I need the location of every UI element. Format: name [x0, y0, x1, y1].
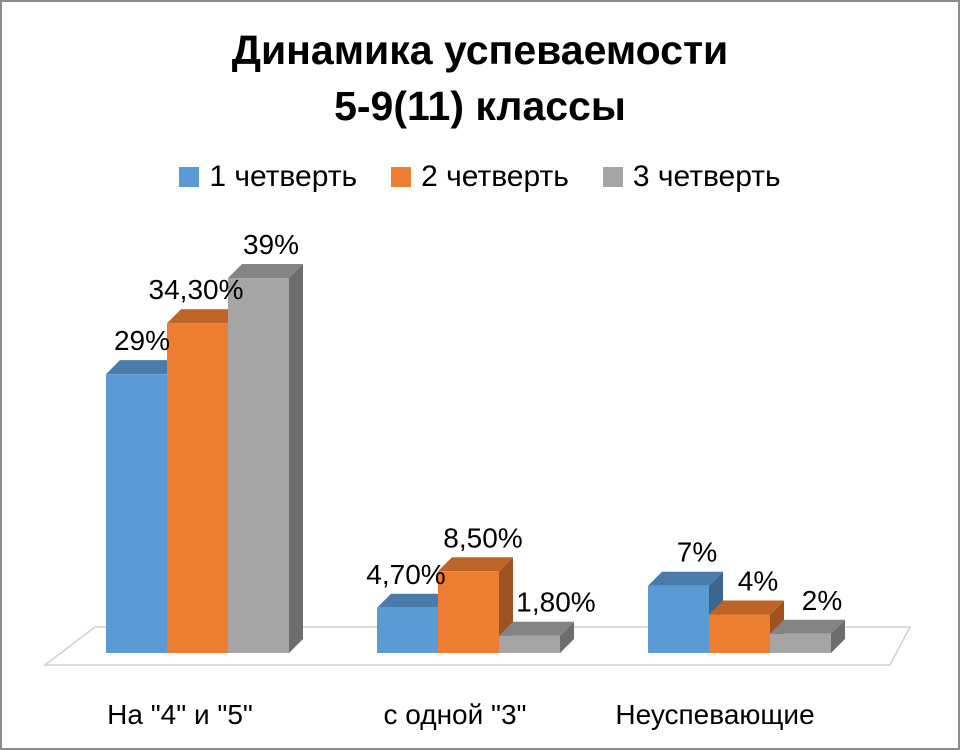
data-label-1-2: 34,30%	[149, 274, 244, 305]
bar-top	[438, 557, 513, 572]
bar-2-3	[499, 621, 574, 653]
legend-swatch-q2	[391, 167, 412, 187]
category-label-1: На "4" и "5"	[107, 699, 253, 730]
data-label-2-1: 4,70%	[366, 559, 445, 590]
legend-swatch-q1	[179, 167, 200, 187]
bar-top	[648, 571, 723, 586]
bar-side	[289, 264, 303, 653]
bar-side	[831, 619, 845, 653]
bar-3-3	[770, 619, 845, 653]
data-label-2-3: 1,80%	[516, 587, 595, 618]
chart-title: Динамика успеваемости	[231, 27, 729, 73]
chart-legend: 1 четверть 2 четверть 3 четверть	[0, 160, 960, 194]
category-label-3: Неуспевающие	[615, 699, 814, 730]
bar-1-3	[228, 264, 303, 653]
data-label-1-3: 39%	[243, 229, 299, 260]
bar-front	[648, 585, 709, 653]
bar-side	[560, 621, 574, 653]
data-label-2-2: 8,50%	[443, 522, 522, 553]
bar-1-1	[106, 360, 181, 653]
legend-label-q2: 2 четверть	[421, 160, 569, 193]
legend-item-q3: 3 четверть	[602, 160, 781, 194]
bar-top	[709, 600, 784, 615]
bar-front	[770, 633, 831, 653]
bar-front	[167, 323, 228, 653]
category-labels-group: На "4" и "5" с одной "3" Неуспевающие	[107, 699, 814, 730]
bar-top	[377, 593, 452, 608]
bar-front	[106, 374, 167, 653]
bar-top	[167, 309, 242, 324]
bar-front	[228, 278, 289, 653]
bar-front	[709, 614, 770, 653]
data-labels-group: 29% 34,30% 39% 4,70% 8,50% 1,80% 7% 4% 2%	[114, 229, 842, 618]
legend-item-q2: 2 четверть	[391, 160, 569, 194]
bar-top	[499, 621, 574, 636]
legend-label-q3: 3 четверть	[632, 160, 781, 193]
category-label-2: с одной "3"	[384, 699, 527, 730]
bar-front	[499, 635, 560, 653]
bar-2-2	[438, 557, 513, 653]
bar-top	[106, 360, 181, 375]
legend-swatch-q3	[602, 167, 623, 187]
bar-top	[228, 264, 303, 278]
bar-front	[377, 607, 438, 653]
bar-2-1	[377, 593, 452, 653]
legend-label-q1: 1 четверть	[209, 160, 358, 193]
chart-subtitle: 5-9(11) классы	[334, 83, 626, 129]
chart-title-block: Динамика успеваемости 5-9(11) классы	[0, 22, 960, 134]
data-label-1-1: 29%	[114, 325, 170, 356]
bar-top	[770, 619, 845, 634]
data-label-3-2: 4%	[738, 566, 778, 597]
bar-front	[438, 571, 499, 653]
data-label-3-1: 7%	[677, 537, 717, 568]
data-label-3-3: 2%	[802, 585, 842, 616]
legend-item-q1: 1 четверть	[179, 160, 357, 194]
bars-group	[106, 264, 845, 653]
